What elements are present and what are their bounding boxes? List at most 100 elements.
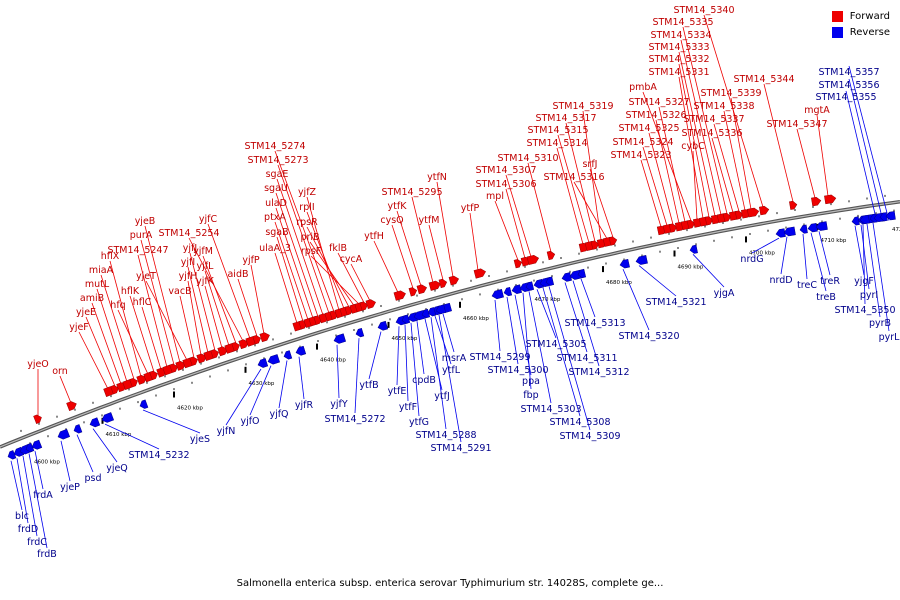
- gene-label-orn[interactable]: orn: [52, 366, 68, 377]
- forward-gene-arrow[interactable]: [428, 280, 442, 291]
- reverse-gene-arrow[interactable]: [511, 284, 523, 295]
- forward-gene-arrow[interactable]: [686, 219, 696, 229]
- forward-gene-arrow[interactable]: [129, 377, 139, 388]
- forward-gene-arrow[interactable]: [590, 240, 600, 250]
- reverse-gene-arrow[interactable]: [267, 354, 281, 365]
- forward-gene-arrow[interactable]: [231, 341, 241, 352]
- gene-label-vacb[interactable]: vacB: [168, 286, 191, 297]
- gene-label-fklb[interactable]: fklB: [329, 243, 347, 254]
- gene-label-stm14-5316[interactable]: STM14_5316: [543, 172, 604, 183]
- gene-label-stm14-5313[interactable]: STM14_5313: [564, 318, 625, 329]
- reverse-gene-arrow[interactable]: [503, 286, 513, 297]
- forward-gene-arrow[interactable]: [169, 363, 179, 373]
- gene-label-pura[interactable]: purA: [130, 230, 153, 241]
- forward-gene-arrow[interactable]: [811, 196, 822, 207]
- forward-gene-arrow[interactable]: [175, 360, 187, 371]
- gene-label-sgab[interactable]: sgaB: [265, 227, 288, 238]
- gene-label-mgta[interactable]: mgtA: [804, 105, 830, 116]
- gene-label-pmba[interactable]: pmbA: [629, 82, 657, 93]
- gene-label-stm14-5319[interactable]: STM14_5319: [552, 101, 613, 112]
- gene-label-stm14-5335[interactable]: STM14_5335: [652, 17, 713, 28]
- reverse-gene-arrow[interactable]: [435, 304, 447, 315]
- forward-gene-arrow[interactable]: [513, 259, 523, 269]
- gene-label-yjgf[interactable]: yjgF: [854, 276, 874, 287]
- gene-label-stm14-5333[interactable]: STM14_5333: [648, 42, 709, 53]
- gene-label-stm14-5326[interactable]: STM14_5326: [625, 110, 686, 121]
- gene-label-yjfm[interactable]: yjfM: [193, 246, 213, 257]
- gene-label-rpli[interactable]: rplI: [299, 202, 314, 213]
- gene-label-stm14-5232[interactable]: STM14_5232: [128, 450, 189, 461]
- reverse-gene-arrow[interactable]: [421, 308, 431, 319]
- reverse-gene-arrow[interactable]: [775, 228, 786, 238]
- gene-label-yjee[interactable]: yjeE: [76, 307, 96, 318]
- gene-label-msra[interactable]: msrA: [442, 353, 467, 364]
- forward-gene-arrow[interactable]: [196, 353, 208, 364]
- gene-label-stm14-5307[interactable]: STM14_5307: [475, 165, 536, 176]
- gene-label-stm14-5254[interactable]: STM14_5254: [158, 228, 219, 239]
- forward-gene-arrow[interactable]: [136, 374, 148, 385]
- gene-label-cyca[interactable]: cycA: [340, 254, 363, 265]
- gene-label-sgae[interactable]: sgaE: [266, 169, 289, 180]
- reverse-gene-arrow[interactable]: [859, 214, 870, 225]
- gene-label-stm14-5344[interactable]: STM14_5344: [733, 74, 794, 85]
- reverse-gene-arrow[interactable]: [491, 289, 504, 300]
- gene-label-yjfp[interactable]: yjfP: [242, 255, 260, 266]
- gene-label-ytff[interactable]: ytfF: [399, 402, 417, 413]
- forward-gene-arrow[interactable]: [110, 384, 120, 395]
- reverse-gene-arrow[interactable]: [257, 358, 269, 368]
- forward-gene-arrow[interactable]: [66, 400, 78, 412]
- gene-label-ytfn[interactable]: ytfN: [427, 172, 447, 183]
- reverse-gene-arrow[interactable]: [427, 307, 437, 317]
- forward-gene-arrow[interactable]: [393, 290, 407, 301]
- reverse-gene-arrow[interactable]: [885, 211, 896, 221]
- reverse-gene-arrow[interactable]: [799, 224, 808, 234]
- reverse-gene-arrow[interactable]: [7, 450, 17, 460]
- gene-label-stm14-5309[interactable]: STM14_5309: [559, 431, 620, 442]
- gene-label-yjeo[interactable]: yjeO: [27, 359, 49, 370]
- forward-gene-arrow[interactable]: [734, 210, 744, 220]
- gene-label-stm14-5317[interactable]: STM14_5317: [535, 113, 596, 124]
- forward-gene-arrow[interactable]: [210, 348, 220, 359]
- forward-gene-arrow[interactable]: [238, 338, 250, 350]
- gene-label-pyrb[interactable]: pyrB: [869, 318, 891, 329]
- gene-label-stm14-5315[interactable]: STM14_5315: [527, 125, 588, 136]
- gene-label-cysq[interactable]: cysQ: [380, 215, 403, 226]
- forward-gene-arrow[interactable]: [526, 254, 540, 265]
- gene-label-rpsr[interactable]: rpsR: [296, 217, 318, 228]
- gene-label-hfq[interactable]: hfq: [110, 300, 125, 311]
- gene-label-stm14-5324[interactable]: STM14_5324: [612, 137, 673, 148]
- gene-label-hflx[interactable]: hflX: [101, 251, 120, 262]
- gene-label-ytfp[interactable]: ytfP: [461, 203, 480, 214]
- gene-label-rpsf[interactable]: rpsF: [301, 246, 321, 257]
- gene-label-mutl[interactable]: mutL: [85, 279, 110, 290]
- forward-gene-arrow[interactable]: [259, 331, 271, 343]
- gene-label-trer[interactable]: treR: [820, 276, 840, 287]
- forward-gene-arrow[interactable]: [789, 200, 798, 210]
- gene-label-stm14-5306[interactable]: STM14_5306: [475, 179, 536, 190]
- gene-label-yjef[interactable]: yjeF: [69, 322, 89, 333]
- forward-gene-arrow[interactable]: [722, 212, 732, 222]
- reverse-gene-arrow[interactable]: [89, 417, 101, 429]
- forward-gene-arrow[interactable]: [416, 284, 428, 295]
- gene-label-stm14-5311[interactable]: STM14_5311: [556, 353, 617, 364]
- reverse-gene-arrow[interactable]: [879, 212, 888, 222]
- gene-label-stm14-5325[interactable]: STM14_5325: [618, 123, 679, 134]
- gene-label-frdc[interactable]: frdC: [27, 537, 47, 548]
- forward-gene-arrow[interactable]: [546, 250, 556, 261]
- reverse-gene-arrow[interactable]: [635, 255, 648, 265]
- gene-label-ytfg[interactable]: ytfG: [409, 417, 429, 428]
- gene-label-yjes[interactable]: yjeS: [190, 434, 210, 445]
- gene-label-yjeb[interactable]: yjeB: [135, 216, 156, 227]
- gene-label-cpdb[interactable]: cpdB: [412, 375, 436, 386]
- reverse-gene-arrow[interactable]: [25, 442, 35, 453]
- gene-label-stm14-5334[interactable]: STM14_5334: [650, 30, 711, 41]
- reverse-gene-arrow[interactable]: [783, 226, 796, 237]
- gene-label-yjfr[interactable]: yjfR: [295, 400, 314, 411]
- gene-label-yjet[interactable]: yjeT: [136, 271, 156, 282]
- gene-label-yjfo[interactable]: yjfO: [240, 416, 259, 427]
- gene-label-pyrl[interactable]: pyrL: [879, 332, 900, 343]
- gene-label-ulaa-3[interactable]: ulaA_3: [259, 243, 291, 254]
- reverse-gene-arrow[interactable]: [283, 350, 293, 361]
- forward-gene-arrow[interactable]: [758, 205, 770, 216]
- gene-label-ulad[interactable]: ulaD: [265, 198, 287, 209]
